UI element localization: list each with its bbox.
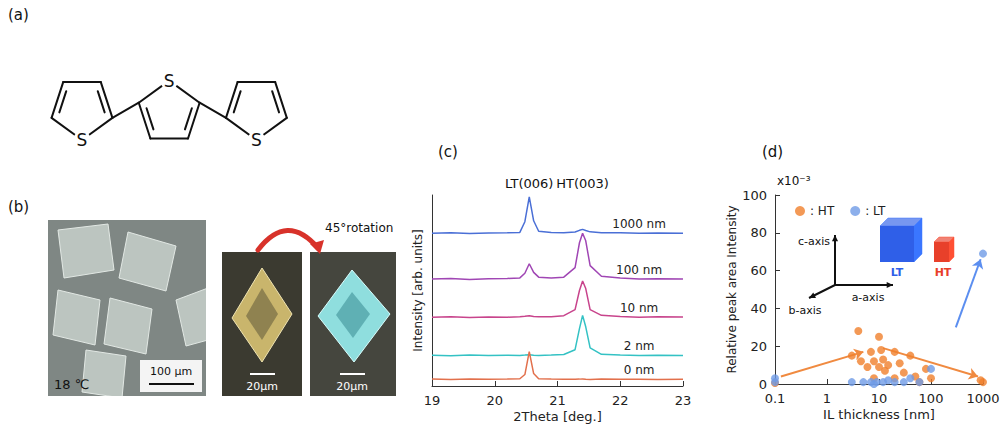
svg-text:100 nm: 100 nm [616, 263, 662, 277]
svg-text:20µm: 20µm [336, 380, 368, 393]
svg-text:HT(003): HT(003) [556, 176, 609, 191]
svg-text:1000 nm: 1000 nm [612, 217, 666, 231]
svg-text:100 µm: 100 µm [150, 365, 192, 378]
svg-text:Intensity [arb. units]: Intensity [arb. units] [411, 229, 425, 351]
svg-text:0.1: 0.1 [765, 391, 786, 406]
svg-text:: HT: : HT [810, 204, 835, 218]
svg-text:(c): (c) [438, 143, 458, 161]
svg-text:1000: 1000 [966, 391, 999, 406]
svg-text:10: 10 [871, 391, 888, 406]
svg-text:80: 80 [750, 225, 767, 240]
svg-text:IL thickness [nm]: IL thickness [nm] [823, 407, 935, 422]
svg-text:LT: LT [891, 266, 904, 279]
svg-text:2Theta [deg.]: 2Theta [deg.] [513, 409, 601, 424]
svg-text:21: 21 [549, 393, 566, 408]
svg-text:20: 20 [486, 393, 503, 408]
svg-text:: LT: : LT [865, 204, 886, 218]
svg-text:100: 100 [919, 391, 944, 406]
svg-text:20: 20 [750, 339, 767, 354]
svg-text:2 nm: 2 nm [624, 339, 655, 353]
svg-text:x10⁻³: x10⁻³ [777, 174, 811, 188]
svg-text:(d): (d) [762, 143, 783, 161]
svg-text:a-axis: a-axis [852, 291, 885, 304]
svg-text:18 ℃: 18 ℃ [54, 377, 89, 392]
svg-text:20µm: 20µm [246, 380, 278, 393]
svg-text:10 nm: 10 nm [620, 301, 658, 315]
svg-text:(b): (b) [8, 198, 29, 216]
svg-text:60: 60 [750, 263, 767, 278]
svg-text:100: 100 [742, 188, 767, 203]
svg-text:40: 40 [750, 301, 767, 316]
svg-text:HT: HT [935, 266, 952, 279]
svg-text:0: 0 [759, 377, 767, 392]
svg-text:Relative peak area Intensity: Relative peak area Intensity [725, 205, 739, 373]
svg-text:0 nm: 0 nm [624, 363, 655, 377]
svg-text:19: 19 [424, 393, 441, 408]
svg-text:b-axis: b-axis [789, 304, 822, 317]
svg-text:23: 23 [675, 393, 692, 408]
svg-text:(a): (a) [8, 6, 29, 24]
svg-text:S: S [251, 130, 262, 150]
svg-text:S: S [164, 71, 175, 91]
svg-text:1: 1 [823, 391, 831, 406]
svg-text:c-axis: c-axis [798, 235, 830, 248]
svg-text:S: S [77, 130, 88, 150]
svg-text:LT(006): LT(006) [505, 176, 553, 191]
svg-text:45°rotation: 45°rotation [325, 221, 393, 235]
svg-text:22: 22 [612, 393, 629, 408]
